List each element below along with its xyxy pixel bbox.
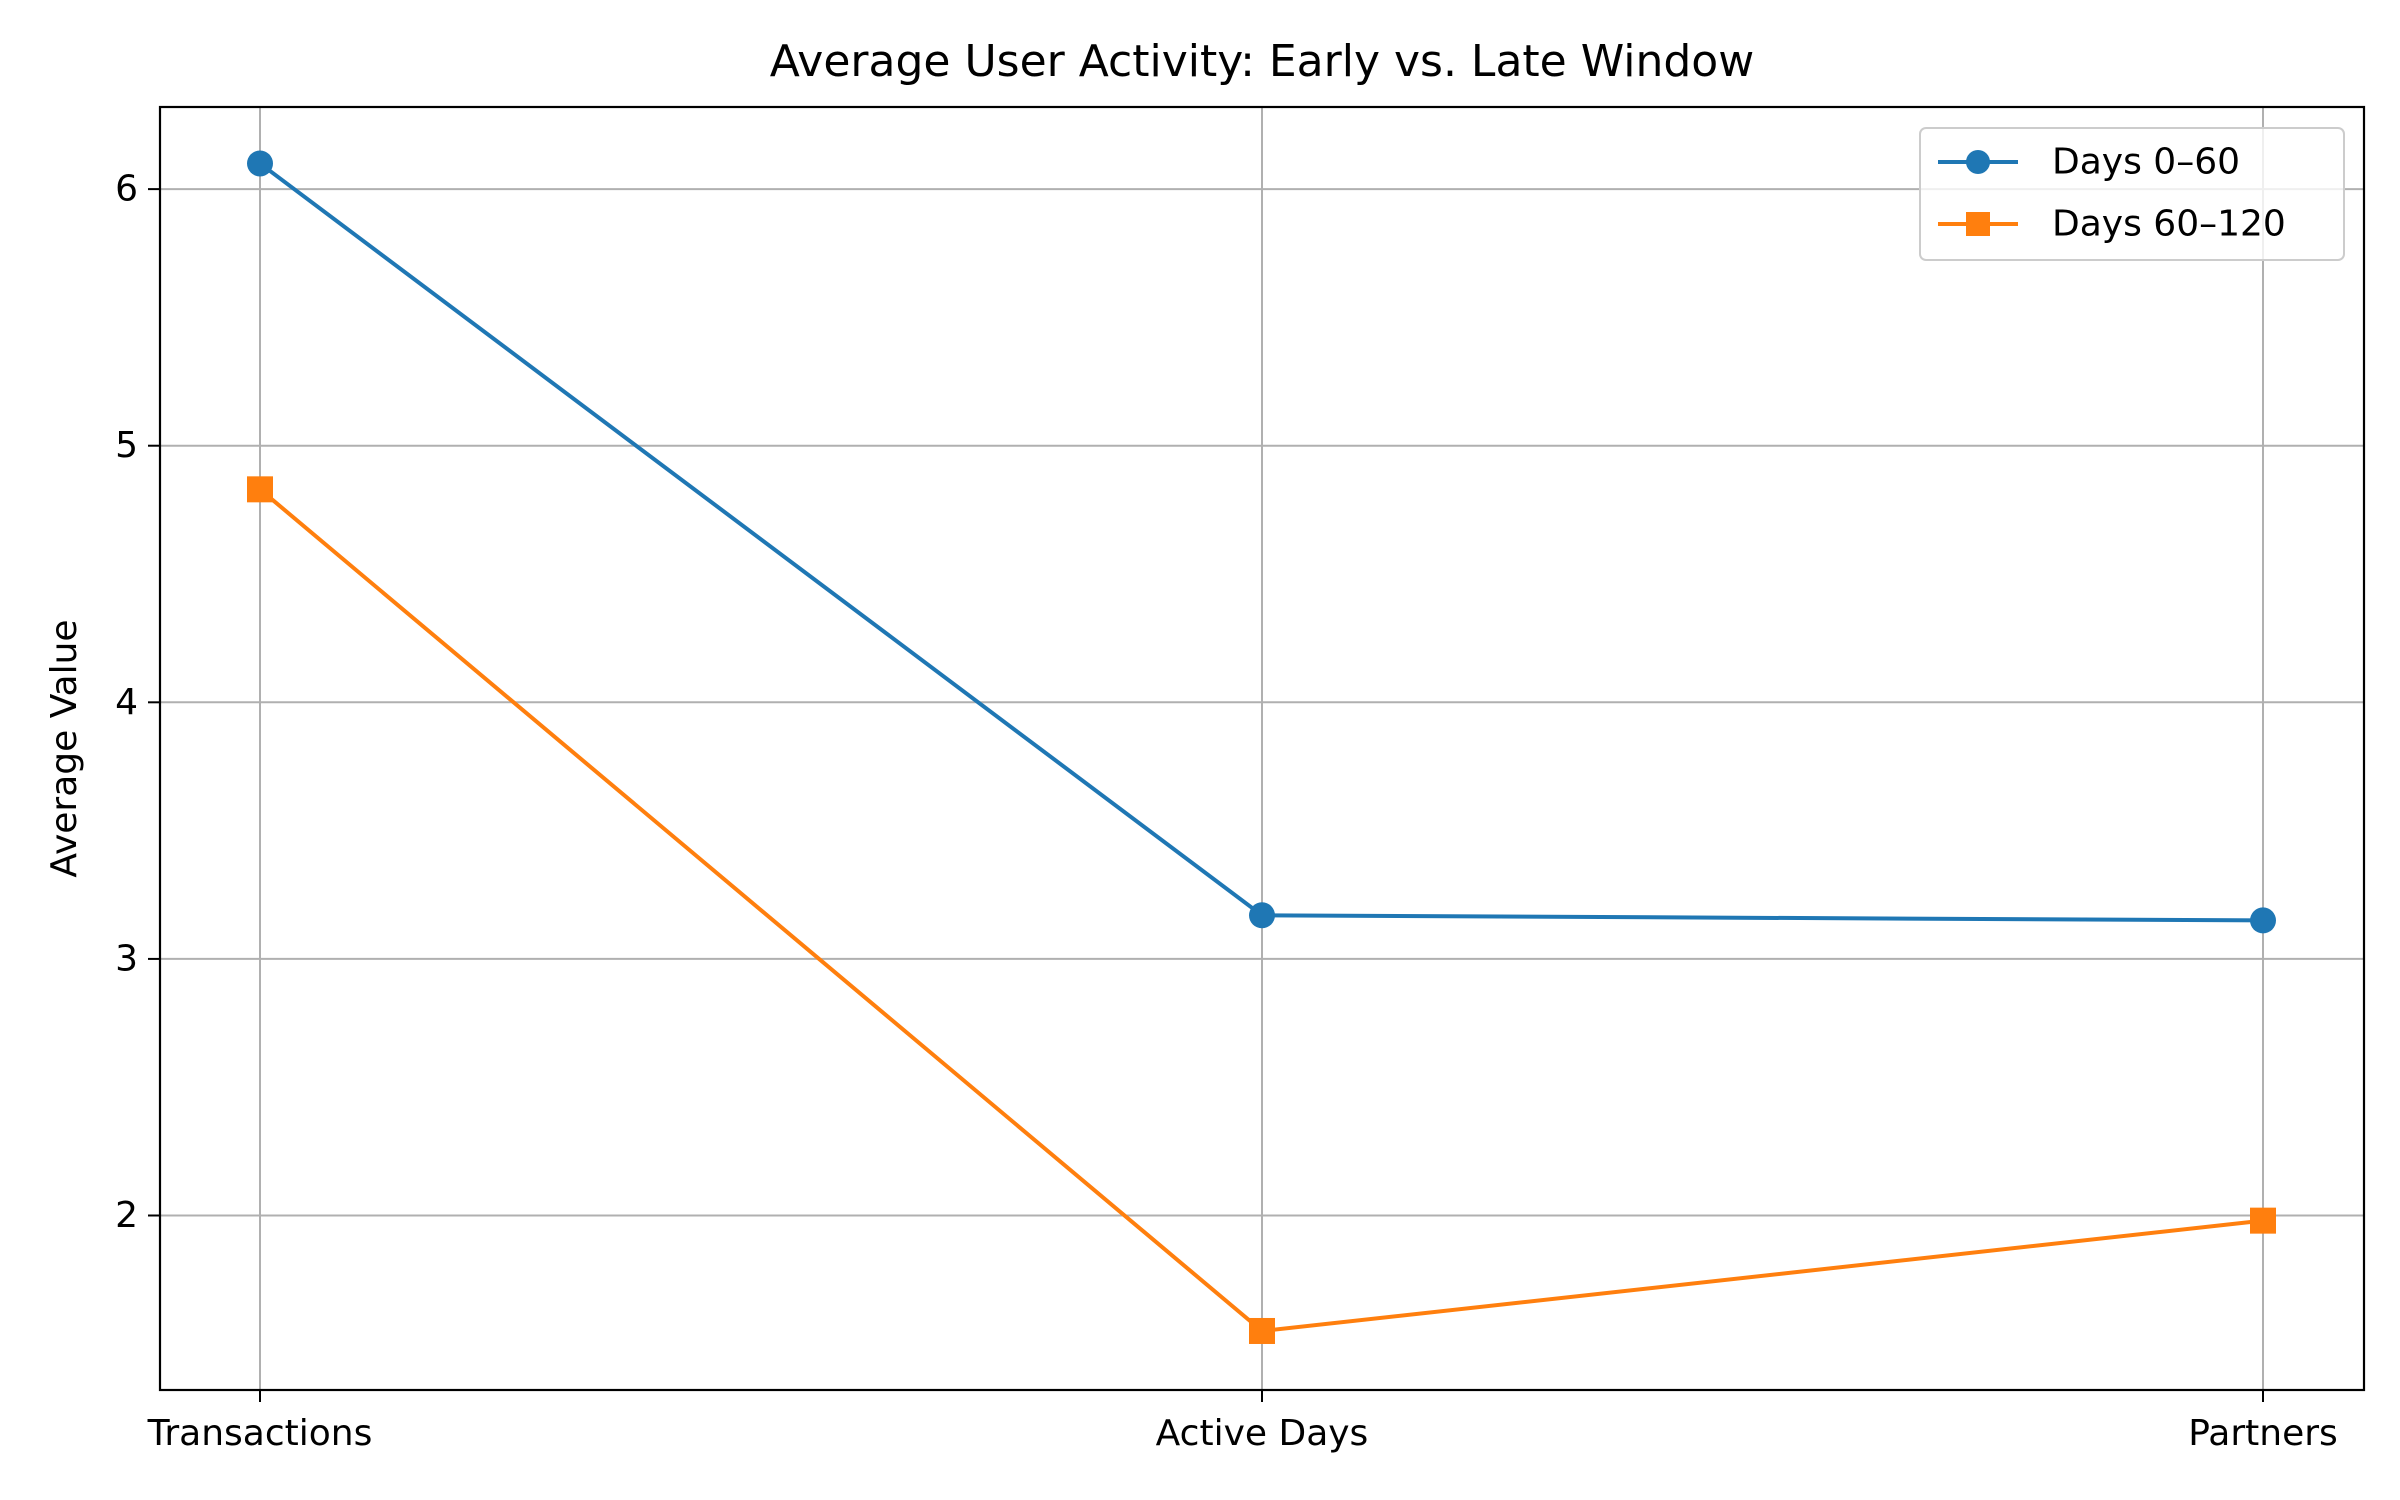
legend-box (1919, 127, 2345, 261)
data-point-days-60-120-partners (2250, 1207, 2276, 1234)
x-tick-label-transactions: Transactions (147, 1413, 373, 1454)
data-point-days-0-60-active-days (1249, 902, 1275, 929)
chart-title: Average User Activity: Early vs. Late Wi… (770, 36, 1754, 87)
y-axis-label: Average Value (44, 619, 85, 877)
data-point-days-0-60-partners (2250, 907, 2276, 934)
data-point-days-60-120-transactions (247, 476, 273, 503)
legend-marker-days-0-60 (1966, 150, 1990, 174)
legend-label-days-60-120: Days 60–120 (2052, 204, 2286, 245)
y-tick-label-2: 2 (115, 1195, 138, 1236)
data-point-days-60-120-active-days (1249, 1317, 1275, 1344)
y-tick-label-4: 4 (115, 682, 138, 723)
y-tick-label-3: 3 (115, 938, 138, 979)
legend-label-days-0-60: Days 0–60 (2052, 142, 2240, 183)
legend: Days 0–60 Days 60–120 (1919, 127, 2345, 261)
y-tick-label-6: 6 (115, 169, 138, 210)
y-tick-label-5: 5 (115, 425, 138, 466)
data-point-days-0-60-transactions (247, 150, 273, 177)
grid-lines (160, 107, 2364, 1390)
legend-marker-days-60-120 (1966, 212, 1990, 236)
series-layer (247, 150, 2276, 1344)
axis-ticks: Transactions Active Days Partners 2 3 4 5 6 (115, 169, 2338, 1454)
x-tick-label-active-days: Active Days (1156, 1413, 1369, 1454)
x-tick-label-partners: Partners (2188, 1413, 2338, 1454)
